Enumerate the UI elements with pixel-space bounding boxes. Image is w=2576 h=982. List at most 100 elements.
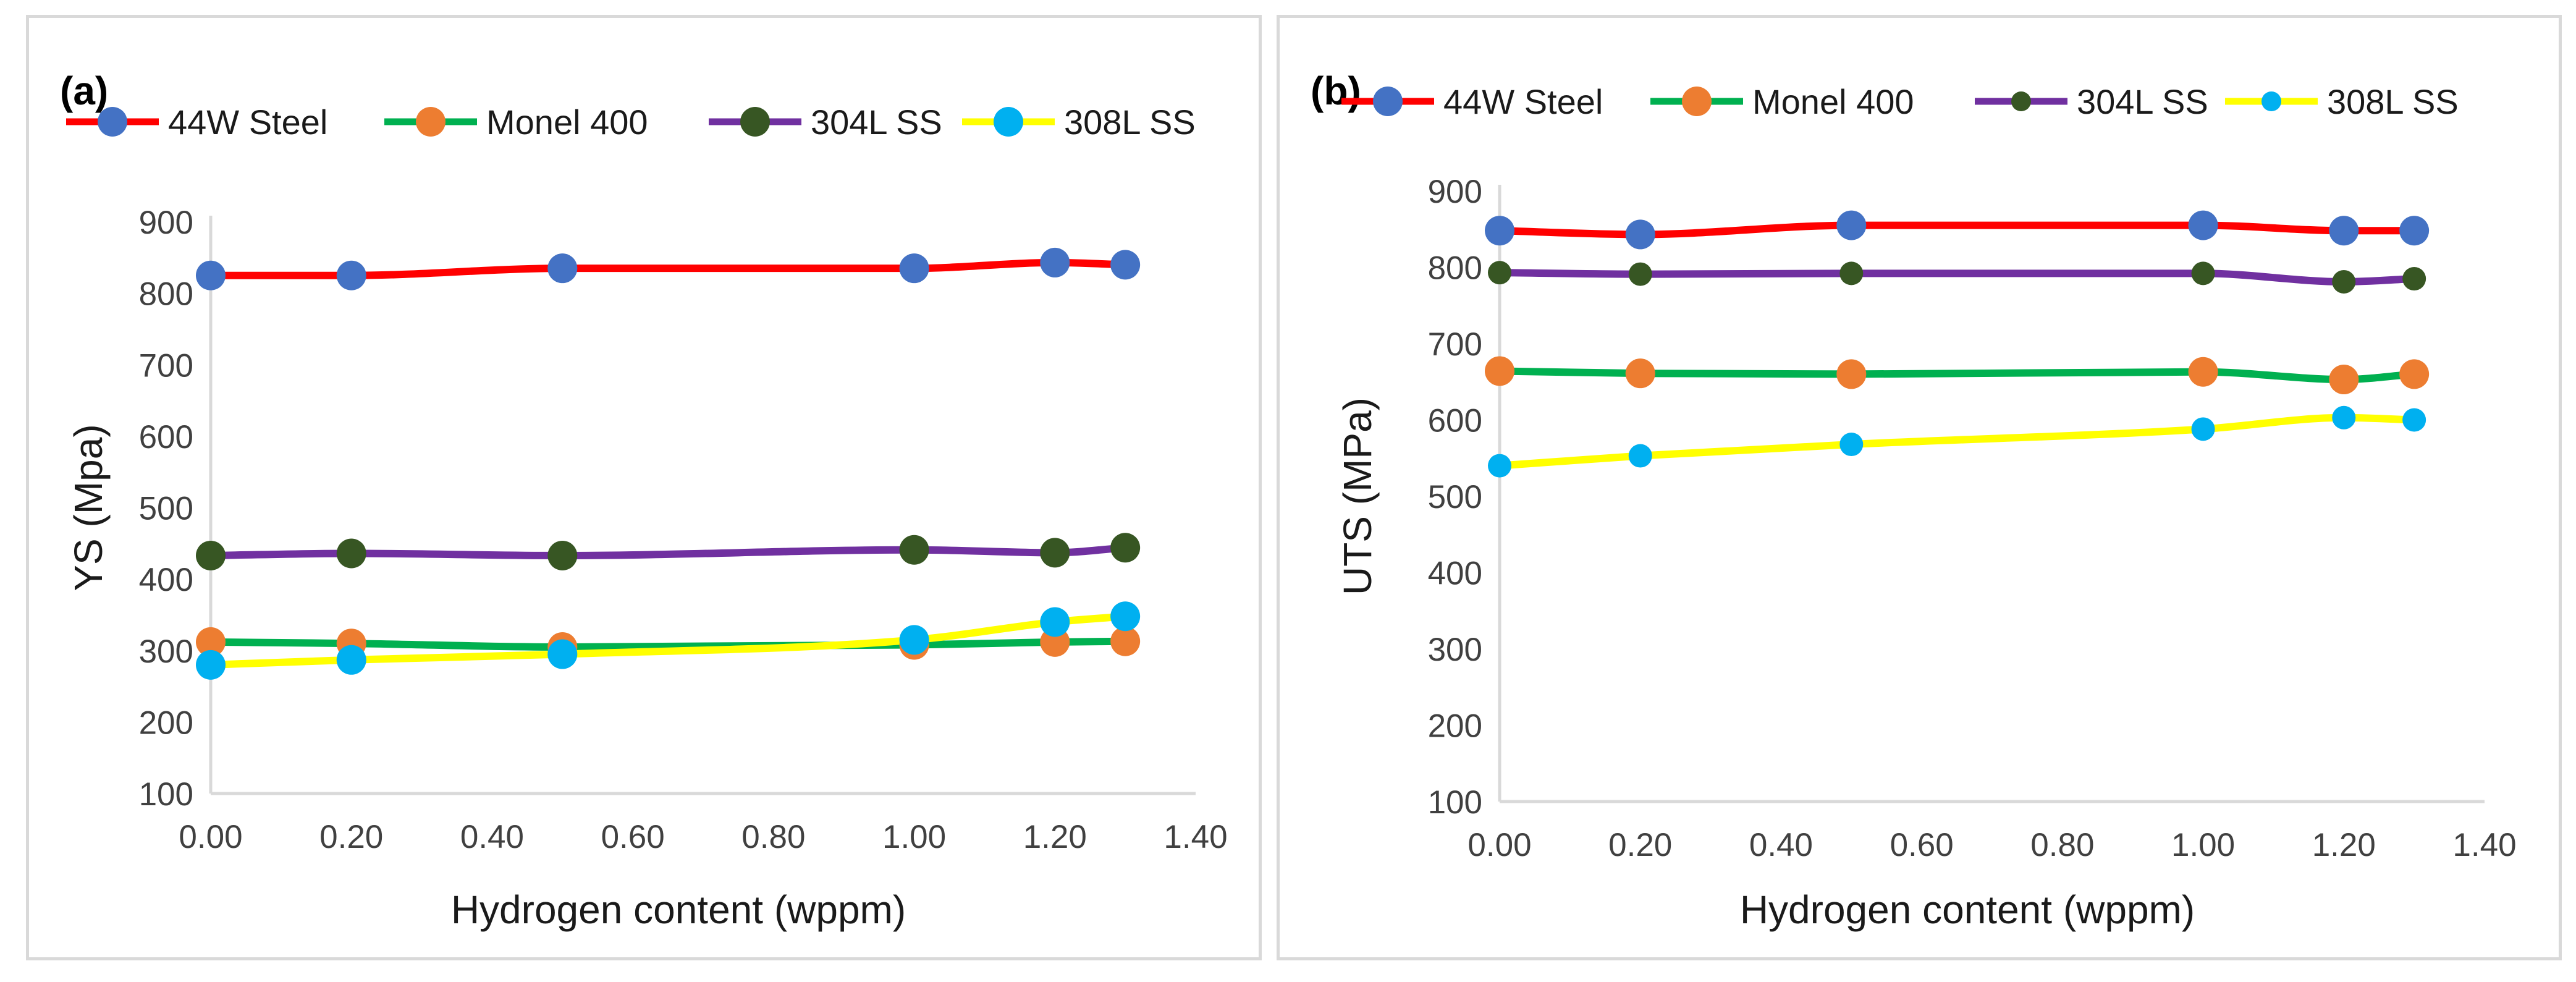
data-point — [2188, 357, 2218, 387]
panel-label: (b) — [1311, 69, 1361, 113]
data-point — [2191, 261, 2215, 286]
y-tick-label: 500 — [1428, 479, 1482, 515]
data-point — [547, 639, 578, 669]
data-point — [2329, 365, 2359, 395]
legend-marker-0 — [1373, 87, 1403, 116]
x-tick-label: 0.20 — [319, 819, 383, 855]
x-tick-label: 0.40 — [1749, 827, 1813, 863]
legend-marker-2 — [740, 107, 770, 137]
x-tick-label: 0.80 — [2030, 827, 2094, 863]
y-tick-label: 800 — [1428, 250, 1482, 287]
legend-marker-2 — [2011, 91, 2031, 111]
data-point — [196, 650, 226, 680]
data-point — [2329, 216, 2359, 246]
data-point — [1110, 626, 1141, 656]
data-point — [1839, 433, 1864, 457]
y-tick-label: 400 — [139, 562, 193, 598]
panel-label: (a) — [60, 69, 108, 113]
y-tick-label: 300 — [139, 633, 193, 670]
legend-marker-3 — [994, 107, 1023, 137]
legend-marker-1 — [416, 107, 446, 137]
y-axis-title: UTS (MPa) — [1335, 397, 1380, 595]
chart-panel-b: (b) 44W Steel Monel 400 304L SS 308L SS 100 20… — [1277, 15, 2562, 960]
legend-label: Monel 400 — [1752, 82, 1914, 121]
x-tick-label: 0.40 — [460, 819, 524, 855]
y-tick-label: 400 — [1428, 556, 1482, 592]
data-point — [1110, 250, 1141, 280]
data-point — [2332, 269, 2356, 294]
y-tick-label: 100 — [139, 776, 193, 813]
y-tick-label: 700 — [1428, 326, 1482, 363]
data-point — [1488, 454, 1511, 478]
data-point — [899, 253, 929, 284]
data-point — [1485, 356, 1514, 386]
y-tick-label: 900 — [139, 205, 193, 241]
data-point — [1625, 219, 1655, 250]
y-tick-label: 500 — [139, 491, 193, 527]
data-point — [1839, 261, 1864, 286]
y-tick-label: 100 — [1428, 784, 1482, 821]
legend-label: Monel 400 — [486, 103, 648, 142]
data-point — [336, 538, 366, 569]
data-point — [899, 535, 929, 565]
data-point — [1040, 607, 1070, 637]
legend-label: 44W Steel — [1443, 82, 1603, 121]
x-tick-label: 0.60 — [1890, 827, 1954, 863]
chart-b-svg: (b) 44W Steel Monel 400 304L SS 308L SS 100 20… — [1311, 69, 2517, 932]
y-tick-label: 700 — [139, 347, 193, 384]
x-axis-title: Hydrogen content (wppm) — [1740, 887, 2195, 932]
y-tick-label: 600 — [139, 419, 193, 455]
legend-label: 304L SS — [811, 103, 942, 142]
x-tick-label: 0.00 — [179, 819, 242, 855]
legend-marker-0 — [98, 107, 127, 137]
data-point — [196, 540, 226, 570]
data-point — [1488, 261, 1511, 285]
y-axis-title: YS (Mpa) — [66, 424, 111, 591]
data-point — [2332, 405, 2356, 430]
x-tick-label: 1.20 — [1023, 819, 1087, 855]
legend-marker-3 — [2261, 91, 2281, 111]
chart-panel-a: (a) 44W Steel Monel 400 304L SS 308L SS 100 20… — [26, 15, 1262, 960]
x-tick-label: 1.20 — [2312, 827, 2376, 863]
y-tick-label: 800 — [139, 276, 193, 313]
data-point — [1040, 538, 1070, 568]
data-point — [1110, 601, 1141, 632]
x-tick-label: 0.60 — [601, 819, 665, 855]
x-tick-label: 1.00 — [2171, 827, 2235, 863]
data-point — [2191, 417, 2215, 441]
x-tick-label: 0.80 — [741, 819, 805, 855]
data-point — [1628, 262, 1652, 286]
x-tick-label: 0.20 — [1608, 827, 1672, 863]
data-point — [2402, 267, 2426, 291]
data-point — [2399, 216, 2430, 246]
data-point — [1040, 247, 1070, 277]
legend-label: 308L SS — [2327, 82, 2459, 121]
x-axis-title: Hydrogen content (wppm) — [451, 887, 906, 932]
y-tick-label: 200 — [139, 705, 193, 741]
data-point — [1110, 533, 1141, 563]
data-point — [336, 260, 366, 290]
data-point — [1628, 444, 1652, 468]
x-tick-label: 1.00 — [882, 819, 946, 855]
x-tick-label: 0.00 — [1467, 827, 1531, 863]
data-point — [196, 260, 226, 290]
legend-label: 44W Steel — [168, 103, 327, 142]
y-tick-label: 600 — [1428, 403, 1482, 439]
data-point — [2399, 359, 2430, 389]
x-tick-label: 1.40 — [2452, 827, 2516, 863]
data-point — [547, 540, 578, 570]
y-tick-label: 200 — [1428, 708, 1482, 745]
data-point — [2188, 210, 2218, 240]
legend-label: 304L SS — [2077, 82, 2208, 121]
data-point — [2402, 408, 2426, 432]
chart-a-svg: (a) 44W Steel Monel 400 304L SS 308L SS 100 20… — [60, 69, 1228, 932]
data-point — [1836, 359, 1867, 389]
y-tick-label: 900 — [1428, 174, 1482, 210]
data-point — [196, 627, 226, 657]
data-point — [336, 645, 366, 675]
data-point — [1836, 210, 1867, 240]
data-point — [1485, 216, 1514, 246]
data-point — [1625, 358, 1655, 389]
y-tick-label: 300 — [1428, 632, 1482, 668]
legend-label: 308L SS — [1064, 103, 1196, 142]
